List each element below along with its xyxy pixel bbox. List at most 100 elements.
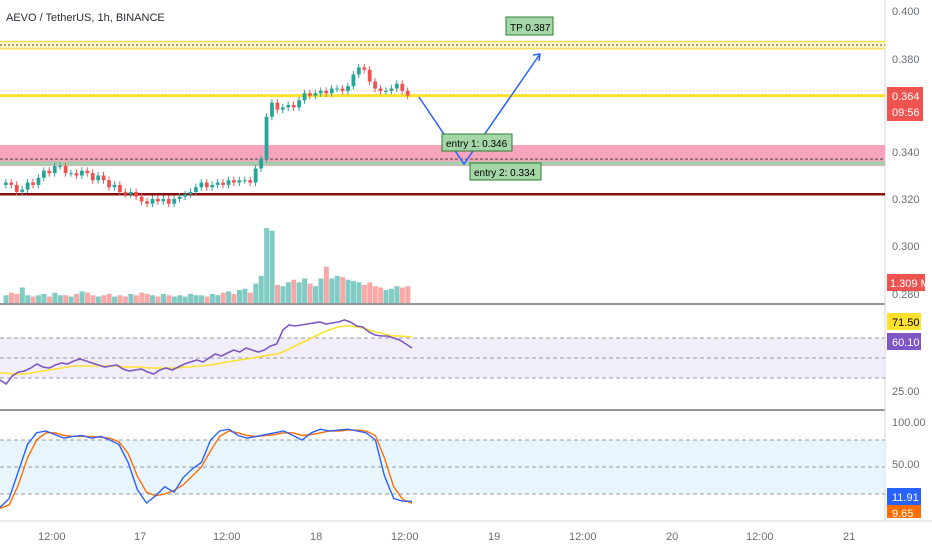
price-tick: 0.280 bbox=[892, 289, 920, 301]
volume-bar bbox=[14, 293, 20, 303]
stoch-axis[interactable]: 100.00 50.00 9.65 11.91 bbox=[887, 417, 926, 520]
candle-body bbox=[378, 88, 383, 91]
volume-value: 1.309 M bbox=[890, 278, 930, 290]
pane-backgrounds bbox=[0, 0, 932, 522]
volume-bar bbox=[177, 295, 183, 303]
candle-body bbox=[58, 166, 63, 168]
candle-body bbox=[63, 166, 68, 174]
candle-body bbox=[25, 182, 30, 190]
volume-bar bbox=[367, 282, 373, 303]
volume-bar bbox=[296, 282, 302, 303]
stoch-d-badge bbox=[887, 504, 921, 518]
volume-bar bbox=[345, 279, 351, 303]
stoch-d-line bbox=[0, 429, 413, 510]
candle-body bbox=[90, 173, 95, 181]
volume-bar bbox=[291, 279, 297, 303]
stoch-k-line bbox=[0, 428, 413, 509]
time-axis[interactable]: 12:00 17 12:00 18 12:00 19 12:00 20 12:0… bbox=[38, 531, 855, 543]
rsi-axis[interactable]: 71.50 60.10 25.00 bbox=[887, 313, 921, 398]
volume-bar bbox=[220, 292, 226, 303]
entry2-label-box bbox=[469, 162, 542, 181]
candle-body bbox=[400, 83, 405, 91]
tp-label-text: TP 0.387 bbox=[510, 23, 551, 34]
candles[interactable] bbox=[4, 63, 410, 208]
volume-bar bbox=[198, 295, 204, 303]
price-tick: 0.320 bbox=[892, 194, 920, 206]
volume-bar bbox=[226, 291, 232, 303]
volume-bar bbox=[313, 286, 319, 303]
volume-bar bbox=[36, 295, 42, 303]
candle-body bbox=[118, 184, 122, 192]
current-price-value: 0.364 bbox=[892, 91, 920, 103]
time-tick: 12:00 bbox=[391, 531, 419, 543]
candle-body bbox=[308, 93, 312, 96]
candle-body bbox=[384, 90, 388, 92]
candle-body bbox=[324, 90, 329, 94]
volume-bar bbox=[101, 295, 107, 303]
time-tick: 19 bbox=[488, 531, 500, 543]
candle-body bbox=[172, 199, 177, 204]
candle-body bbox=[107, 180, 111, 188]
volume-bar bbox=[204, 296, 210, 303]
candle-body bbox=[259, 159, 264, 169]
volume-bar bbox=[334, 275, 340, 303]
candle-body bbox=[188, 191, 193, 195]
volume-bar bbox=[84, 292, 90, 303]
volume-bar bbox=[112, 296, 118, 303]
volume-bar bbox=[171, 296, 177, 303]
candle-body bbox=[166, 199, 171, 204]
candle-body bbox=[291, 105, 296, 108]
volume-bar bbox=[372, 286, 378, 303]
candle-body bbox=[394, 83, 399, 89]
volume-bar bbox=[57, 295, 63, 303]
candle-body bbox=[128, 191, 133, 195]
countdown-timer: 09:56 bbox=[892, 107, 920, 119]
volume-bars bbox=[3, 228, 411, 303]
volume-bar bbox=[351, 281, 357, 303]
volume-bar bbox=[79, 291, 85, 303]
entry2-label[interactable]: entry 2: 0.334 bbox=[469, 162, 542, 181]
rsi-value: 60.10 bbox=[892, 337, 920, 349]
price-axis[interactable]: 0.400 0.380 0.340 0.320 0.300 0.280 bbox=[892, 6, 920, 301]
volume-bar bbox=[30, 296, 36, 303]
volume-bar bbox=[19, 287, 25, 303]
volume-badge: 1.309 M bbox=[887, 274, 930, 291]
volume-bar bbox=[90, 295, 96, 303]
candle-body bbox=[280, 107, 285, 110]
price-tick: 0.400 bbox=[892, 6, 920, 18]
volume-bar bbox=[264, 228, 270, 303]
annotations[interactable]: TP 0.387 entry 1: 0.346 entry 2: 0.334 bbox=[418, 16, 554, 181]
volume-bar bbox=[394, 286, 400, 303]
rsi-pane bbox=[0, 319, 885, 386]
candle-body bbox=[221, 182, 225, 185]
candle-body bbox=[313, 93, 318, 96]
volume-bar bbox=[231, 293, 237, 303]
rsi-value-badge bbox=[887, 333, 921, 350]
rsi-line bbox=[0, 319, 413, 386]
candle-body bbox=[226, 180, 231, 185]
price-tick: 0.380 bbox=[892, 54, 920, 66]
rsi-ma-line bbox=[0, 325, 412, 375]
tp-label[interactable]: TP 0.387 bbox=[505, 16, 554, 36]
candle-body bbox=[297, 100, 302, 108]
candle-body bbox=[329, 88, 334, 94]
projection-path bbox=[418, 53, 541, 166]
volume-bar bbox=[41, 293, 47, 303]
volume-bar bbox=[302, 278, 308, 303]
candle-body bbox=[123, 191, 128, 195]
volume-bar bbox=[128, 293, 134, 303]
resistance-zone bbox=[0, 41, 885, 49]
candle-body bbox=[9, 182, 14, 185]
candle-body bbox=[42, 170, 46, 178]
time-tick: 12:00 bbox=[569, 531, 597, 543]
volume-bar bbox=[46, 296, 52, 303]
time-tick: 21 bbox=[843, 531, 855, 543]
candle-body bbox=[253, 168, 258, 183]
entry1-label[interactable]: entry 1: 0.346 bbox=[441, 133, 513, 152]
volume-bar bbox=[356, 282, 362, 303]
volume-bar bbox=[340, 277, 346, 303]
candle-body bbox=[362, 67, 367, 70]
candle-body bbox=[248, 180, 253, 183]
time-tick: 12:00 bbox=[746, 531, 774, 543]
